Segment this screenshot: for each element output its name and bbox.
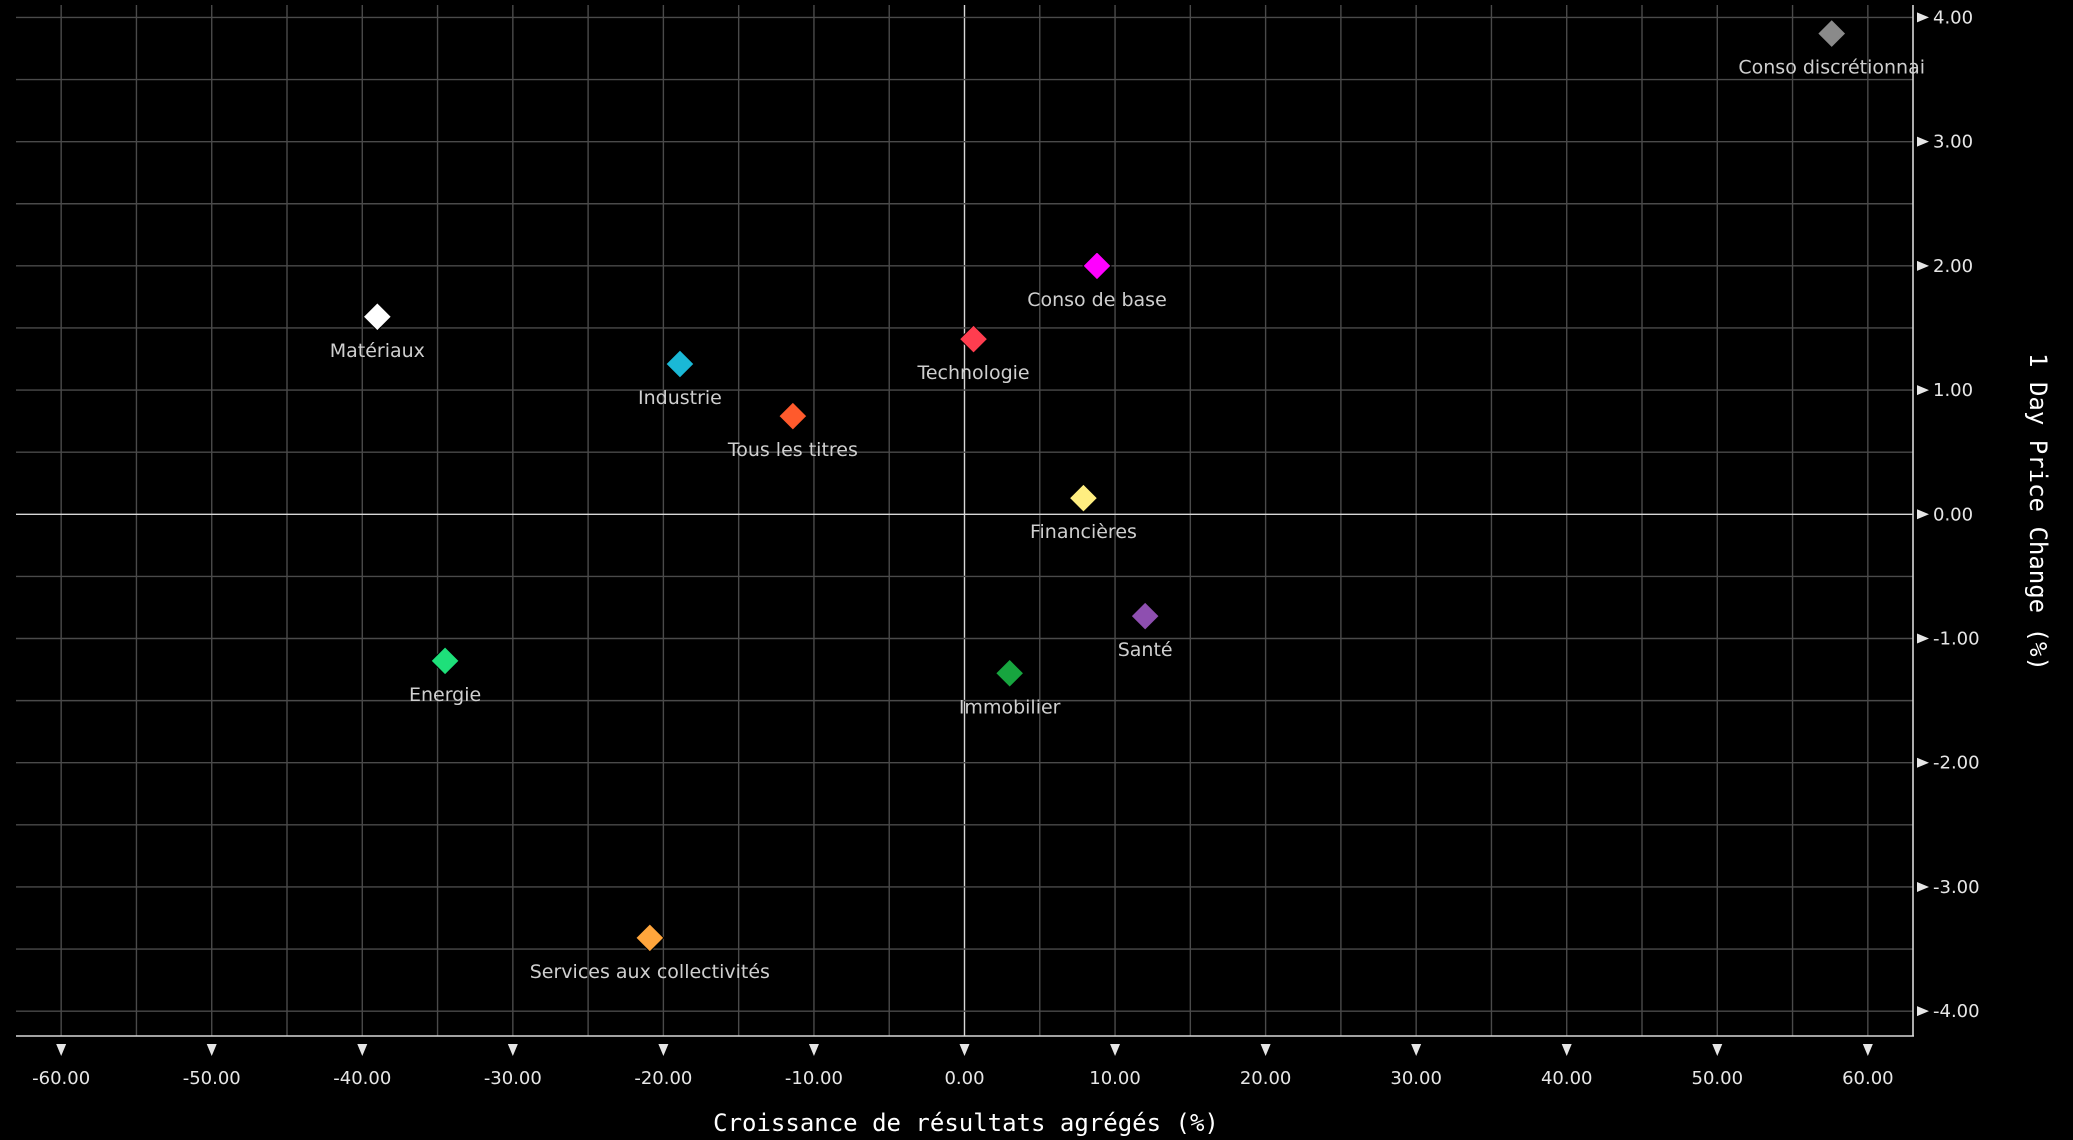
- x-tick-marker: [808, 1044, 819, 1056]
- x-tick-marker: [1712, 1044, 1723, 1056]
- x-tick-label: 50.00: [1692, 1068, 1744, 1089]
- x-tick-marker: [56, 1044, 67, 1056]
- y-tick-label: 0.00: [1933, 504, 1973, 525]
- data-point-label: Energie: [409, 684, 481, 706]
- data-point-label: Immobilier: [959, 696, 1061, 718]
- x-tick-marker: [959, 1044, 970, 1056]
- data-point-marker: [635, 923, 665, 953]
- data-point-label: Conso de base: [1027, 289, 1167, 311]
- x-tick-label: 0.00: [944, 1068, 984, 1089]
- x-tick-label: -30.00: [484, 1068, 542, 1089]
- data-point-marker: [958, 324, 989, 354]
- y-tick-label: 3.00: [1933, 132, 1973, 153]
- x-tick-label: 40.00: [1541, 1068, 1593, 1089]
- data-point-marker: [1068, 483, 1099, 513]
- data-point-marker: [362, 302, 393, 332]
- data-point-marker: [430, 646, 460, 676]
- grid: [16, 5, 1913, 1036]
- x-tick-label: 30.00: [1390, 1068, 1442, 1089]
- data-point-marker: [1816, 18, 1847, 49]
- x-tick-marker: [1862, 1044, 1873, 1056]
- x-tick-label: 10.00: [1089, 1068, 1141, 1089]
- x-tick-marker: [357, 1044, 368, 1056]
- data-point-label: Services aux collectivités: [530, 961, 770, 983]
- x-tick-marker: [1561, 1044, 1572, 1056]
- data-point-marker: [1082, 251, 1112, 281]
- y-tick-marker: [1917, 1006, 1929, 1017]
- data-point-label: Financières: [1030, 521, 1137, 543]
- y-tick-label: -3.00: [1933, 877, 1980, 898]
- y-tick-marker: [1917, 633, 1929, 644]
- data-point-marker: [1130, 601, 1160, 631]
- x-tick-marker: [1411, 1044, 1422, 1056]
- data-point-marker: [665, 349, 695, 379]
- data-point-label: Technologie: [916, 362, 1029, 384]
- x-tick-marker: [1110, 1044, 1121, 1056]
- x-tick-marker: [206, 1044, 217, 1056]
- data-point-marker: [994, 658, 1025, 688]
- y-tick-label: -2.00: [1933, 753, 1980, 774]
- y-tick-label: 1.00: [1933, 380, 1973, 401]
- x-tick-marker: [658, 1044, 669, 1056]
- y-tick-marker: [1917, 757, 1929, 768]
- y-tick-label: -1.00: [1933, 629, 1980, 650]
- y-tick-marker: [1917, 260, 1929, 271]
- x-tick-label: -50.00: [183, 1068, 241, 1089]
- axes: -60.00 -50.00 -40.00 -30.00 -20.00 -10.00 0.00…: [16, 5, 1980, 1089]
- y-tick-marker: [1917, 12, 1929, 23]
- y-tick-marker: [1917, 136, 1929, 147]
- x-tick-label: 60.00: [1842, 1068, 1894, 1089]
- x-tick-label: -60.00: [32, 1068, 90, 1089]
- x-tick-label: -10.00: [785, 1068, 843, 1089]
- x-tick-label: -20.00: [634, 1068, 692, 1089]
- data-point-label: Industrie: [638, 387, 722, 409]
- x-tick-marker: [1260, 1044, 1271, 1056]
- data-point-marker: [778, 401, 808, 431]
- data-point-label: Tous les titres: [727, 439, 858, 461]
- x-tick-marker: [507, 1044, 518, 1056]
- x-tick-label: 20.00: [1240, 1068, 1292, 1089]
- x-tick-label: -40.00: [333, 1068, 391, 1089]
- y-axis-title: 1 Day Price Change (%): [2024, 353, 2052, 671]
- y-tick-marker: [1917, 385, 1929, 396]
- y-tick-marker: [1917, 881, 1929, 892]
- data-point-label: Santé: [1118, 639, 1173, 661]
- data-points: Conso discrétionnai Conso de base Matériau…: [330, 18, 1925, 983]
- y-tick-label: 2.00: [1933, 256, 1973, 277]
- data-point-label: Matériaux: [330, 340, 425, 362]
- y-tick-label: -4.00: [1933, 1001, 1980, 1022]
- data-point-label: Conso discrétionnai: [1738, 57, 1925, 79]
- x-axis-title: Croissance de résultats agrégés (%): [713, 1109, 1219, 1137]
- y-tick-label: 4.00: [1933, 7, 1973, 28]
- y-tick-marker: [1917, 509, 1929, 520]
